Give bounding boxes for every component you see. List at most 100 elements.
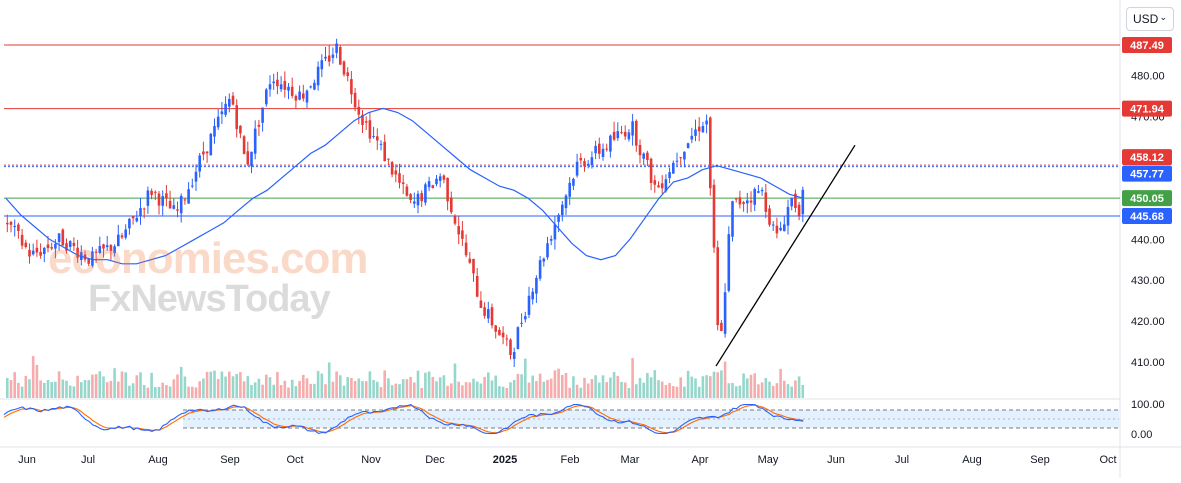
candle-body — [527, 295, 531, 315]
volume-bar — [675, 386, 679, 398]
candle-body — [302, 93, 305, 99]
volume-bar — [43, 382, 46, 398]
volume-bar — [705, 375, 708, 398]
volume-bar — [265, 374, 268, 398]
x-tick-label: Dec — [425, 454, 445, 466]
candle-body — [612, 131, 616, 140]
volume-bar — [734, 386, 738, 398]
volume-bar — [35, 365, 39, 398]
volume-bar — [616, 375, 620, 398]
volume-bar — [61, 379, 65, 398]
candle-body — [586, 163, 590, 166]
candle-body — [194, 171, 198, 182]
candle-body — [572, 178, 575, 186]
volume-bar — [568, 387, 571, 398]
volume-bar — [416, 370, 420, 398]
candle-body — [579, 157, 583, 161]
candle-body — [657, 185, 660, 188]
currency-select[interactable]: USD ⌄ — [1126, 7, 1174, 31]
candle-body — [261, 107, 264, 123]
volume-bar — [117, 381, 120, 398]
candle-body — [424, 184, 427, 203]
x-tick-label: Aug — [962, 454, 982, 466]
candle-body — [561, 204, 564, 216]
candle-body — [516, 327, 520, 350]
volume-bar — [302, 374, 305, 398]
volume-bar — [694, 378, 697, 398]
volume-bar — [723, 361, 727, 398]
candle-body — [339, 47, 342, 65]
candle-body — [453, 215, 457, 224]
candle-body — [331, 54, 335, 58]
volume-bar — [346, 377, 349, 398]
volume-bar — [450, 383, 453, 398]
volume-bar — [679, 377, 682, 398]
y-tick-label: 480.00 — [1131, 71, 1165, 83]
y-tick-label: 440.00 — [1131, 234, 1165, 246]
volume-bar — [453, 363, 457, 398]
candle-body — [242, 136, 246, 154]
volume-bar — [405, 379, 409, 398]
candle-body — [683, 151, 686, 160]
volume-bar — [538, 373, 542, 398]
candle-body — [546, 243, 549, 258]
candle-body — [350, 79, 353, 95]
candle-body — [228, 98, 231, 107]
level-label-bg — [1122, 37, 1172, 54]
volume-bar — [268, 377, 272, 398]
volume-bar — [720, 370, 723, 398]
candle-body — [176, 209, 179, 211]
volume-bar — [379, 387, 383, 398]
volume-bar — [120, 371, 124, 398]
candle-body — [24, 242, 28, 247]
stoch-band — [183, 410, 1119, 428]
level-label: 487.49 — [1130, 40, 1164, 52]
volume-bar — [276, 371, 279, 398]
candle-body — [450, 197, 453, 213]
volume-bar — [50, 382, 53, 398]
candle-body — [205, 151, 209, 154]
candle-body — [705, 120, 708, 125]
y-tick-label: 420.00 — [1131, 316, 1165, 328]
candle-body — [405, 186, 409, 196]
candle-body — [150, 190, 153, 195]
candle-body — [413, 201, 416, 204]
candle-body — [209, 133, 213, 156]
volume-bar — [527, 382, 531, 398]
x-tick-label: Jul — [895, 454, 909, 466]
candle-body — [324, 56, 327, 59]
candle-body — [298, 91, 301, 100]
candle-body — [768, 208, 771, 225]
x-tick-label: Jul — [81, 454, 95, 466]
volume-bar — [139, 372, 142, 398]
volume-bar — [287, 387, 290, 398]
volume-bar — [475, 381, 479, 398]
volume-bar — [257, 378, 261, 398]
x-tick-label: Jun — [827, 454, 845, 466]
candle-body — [690, 135, 694, 140]
volume-bar — [28, 379, 31, 398]
candle-body — [694, 129, 697, 136]
candle-body — [294, 96, 298, 101]
candle-body — [649, 158, 653, 184]
volume-bar — [605, 382, 608, 398]
volume-bar — [779, 368, 782, 398]
volume-bar — [368, 371, 372, 398]
volume-bar — [557, 368, 560, 398]
volume-bar — [435, 381, 438, 398]
volume-bar — [187, 386, 190, 398]
volume-bar — [564, 372, 568, 398]
candle-body — [487, 309, 490, 319]
candle-body — [620, 132, 623, 134]
volume-bar — [542, 381, 546, 398]
volume-bar — [387, 378, 390, 398]
candle-body — [72, 242, 76, 246]
candle-body — [727, 234, 731, 291]
volume-bar — [172, 379, 176, 398]
candle-body — [387, 158, 390, 160]
candle-body — [357, 106, 361, 115]
level-label: 458.12 — [1130, 152, 1164, 164]
volume-bar — [642, 382, 645, 398]
